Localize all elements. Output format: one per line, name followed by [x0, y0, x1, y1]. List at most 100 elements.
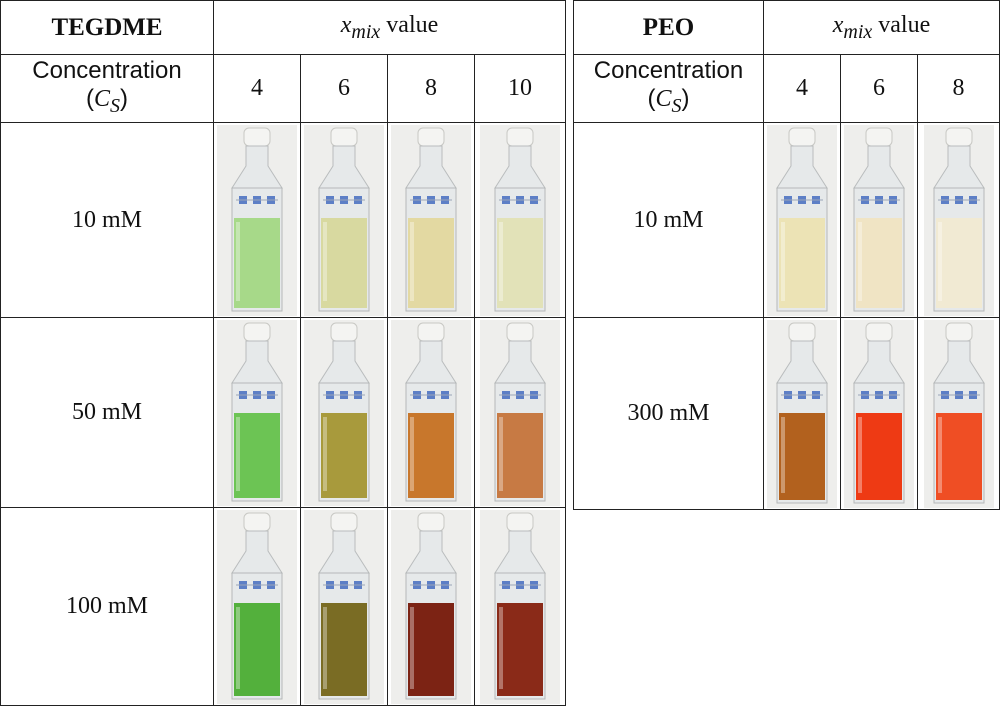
cuvette-cap — [330, 322, 358, 341]
cuvette-photo — [391, 509, 471, 704]
cuvette-liquid — [234, 217, 280, 308]
xmix-symbol: x — [832, 11, 844, 38]
cuvette-liquid — [779, 217, 825, 308]
tegdme-r2-c1 — [300, 507, 388, 706]
cuvette-photo — [844, 124, 914, 316]
cuvette-liquid — [408, 217, 454, 308]
cuvette-cap — [788, 127, 816, 146]
cuvette-photo — [391, 124, 471, 316]
cuvette-cap — [417, 127, 445, 146]
tegdme-r2-c2 — [387, 507, 475, 706]
cuvette-photo — [217, 509, 297, 704]
cuvette-cap — [506, 512, 534, 531]
peo-row-300mm-label: 300 mM — [573, 317, 764, 510]
tegdme-col-8: 8 — [387, 54, 475, 123]
cuvette-liquid — [234, 602, 280, 696]
peo-r1-c2 — [917, 317, 1000, 510]
xmix-sub: mix — [843, 20, 873, 43]
peo-r1-c1 — [840, 317, 918, 510]
tegdme-r1-c0 — [213, 317, 301, 508]
peo-r0-c2 — [917, 122, 1000, 318]
cuvette-photo — [217, 319, 297, 506]
cuvette-liquid — [856, 412, 902, 500]
tegdme-r1-c1 — [300, 317, 388, 508]
conc-label: Concentration — [32, 57, 182, 85]
peo-r0-c1 — [840, 122, 918, 318]
conc-symbol: C — [93, 86, 110, 113]
cuvette-liquid — [321, 412, 367, 498]
cuvette-cap — [865, 127, 893, 146]
conc-symbol: C — [655, 86, 672, 113]
cuvette-liquid — [321, 217, 367, 308]
peo-col-4: 4 — [763, 54, 841, 123]
tegdme-r0-c2 — [387, 122, 475, 318]
xmix-suffix: value — [872, 11, 931, 38]
tegdme-table: TEGDME xmix value Concentration (CS) 4 6 … — [0, 0, 567, 706]
cuvette-liquid — [935, 412, 982, 500]
cuvette-liquid — [497, 412, 544, 498]
cuvette-photo — [923, 319, 994, 508]
cuvette-liquid — [856, 217, 902, 308]
tegdme-r2-c0 — [213, 507, 301, 706]
cuvette-liquid — [234, 412, 280, 498]
tegdme-r0-c0 — [213, 122, 301, 318]
tegdme-row-100mm-label: 100 mM — [0, 507, 214, 706]
cuvette-cap — [330, 127, 358, 146]
conc-sub: S — [671, 94, 682, 117]
peo-concentration-header: Concentration (CS) — [573, 54, 764, 123]
xmix-sub: mix — [351, 20, 381, 43]
peo-table: PEO xmix value Concentration (CS) 4 6 8 1… — [573, 0, 1000, 510]
cuvette-cap — [417, 322, 445, 341]
cuvette-liquid — [779, 412, 825, 500]
cuvette-photo — [923, 124, 994, 316]
tegdme-xmix-header: xmix value — [212, 0, 567, 55]
cuvette-cap — [243, 322, 271, 341]
cuvette-photo — [480, 319, 561, 506]
cuvette-photo — [304, 124, 384, 316]
peo-r0-c0 — [763, 122, 841, 318]
xmix-symbol: x — [340, 11, 352, 38]
tegdme-col-4: 4 — [213, 54, 301, 123]
cuvette-photo — [304, 319, 384, 506]
cuvette-cap — [865, 322, 893, 341]
cuvette-cap — [788, 322, 816, 341]
cuvette-cap — [417, 512, 445, 531]
tegdme-r0-c1 — [300, 122, 388, 318]
cuvette-photo — [304, 509, 384, 704]
cuvette-photo — [480, 124, 561, 316]
cuvette-photo — [767, 124, 837, 316]
tegdme-r2-c3 — [473, 507, 567, 706]
conc-sub: S — [110, 94, 120, 117]
cuvette-liquid — [497, 602, 544, 696]
cuvette-liquid — [321, 602, 367, 696]
cuvette-cap — [506, 127, 534, 146]
cuvette-photo — [767, 319, 837, 508]
peo-xmix-header: xmix value — [763, 0, 1000, 55]
tegdme-r0-c3 — [473, 122, 567, 318]
tegdme-title: TEGDME — [0, 0, 214, 55]
cuvette-liquid — [497, 217, 544, 308]
tegdme-row-50mm-label: 50 mM — [0, 317, 214, 508]
cuvette-cap — [243, 127, 271, 146]
cuvette-cap — [330, 512, 358, 531]
cuvette-cap — [243, 512, 271, 531]
cuvette-photo — [480, 509, 561, 704]
cuvette-photo — [391, 319, 471, 506]
xmix-suffix: value — [380, 11, 439, 38]
peo-title: PEO — [573, 0, 764, 55]
conc-label: Concentration — [593, 57, 744, 85]
cuvette-photo — [217, 124, 297, 316]
peo-row-10mm-label: 10 mM — [573, 122, 764, 318]
cuvette-liquid — [935, 217, 982, 308]
tegdme-row-10mm-label: 10 mM — [0, 122, 214, 318]
cuvette-liquid — [408, 412, 454, 498]
tegdme-r1-c3 — [473, 317, 567, 508]
peo-r1-c0 — [763, 317, 841, 510]
tegdme-r1-c2 — [387, 317, 475, 508]
tegdme-col-6: 6 — [300, 54, 388, 123]
cuvette-cap — [945, 127, 972, 146]
cuvette-cap — [945, 322, 972, 341]
tegdme-col-10: 10 — [473, 54, 567, 123]
cuvette-liquid — [408, 602, 454, 696]
peo-col-8: 8 — [917, 54, 1000, 123]
